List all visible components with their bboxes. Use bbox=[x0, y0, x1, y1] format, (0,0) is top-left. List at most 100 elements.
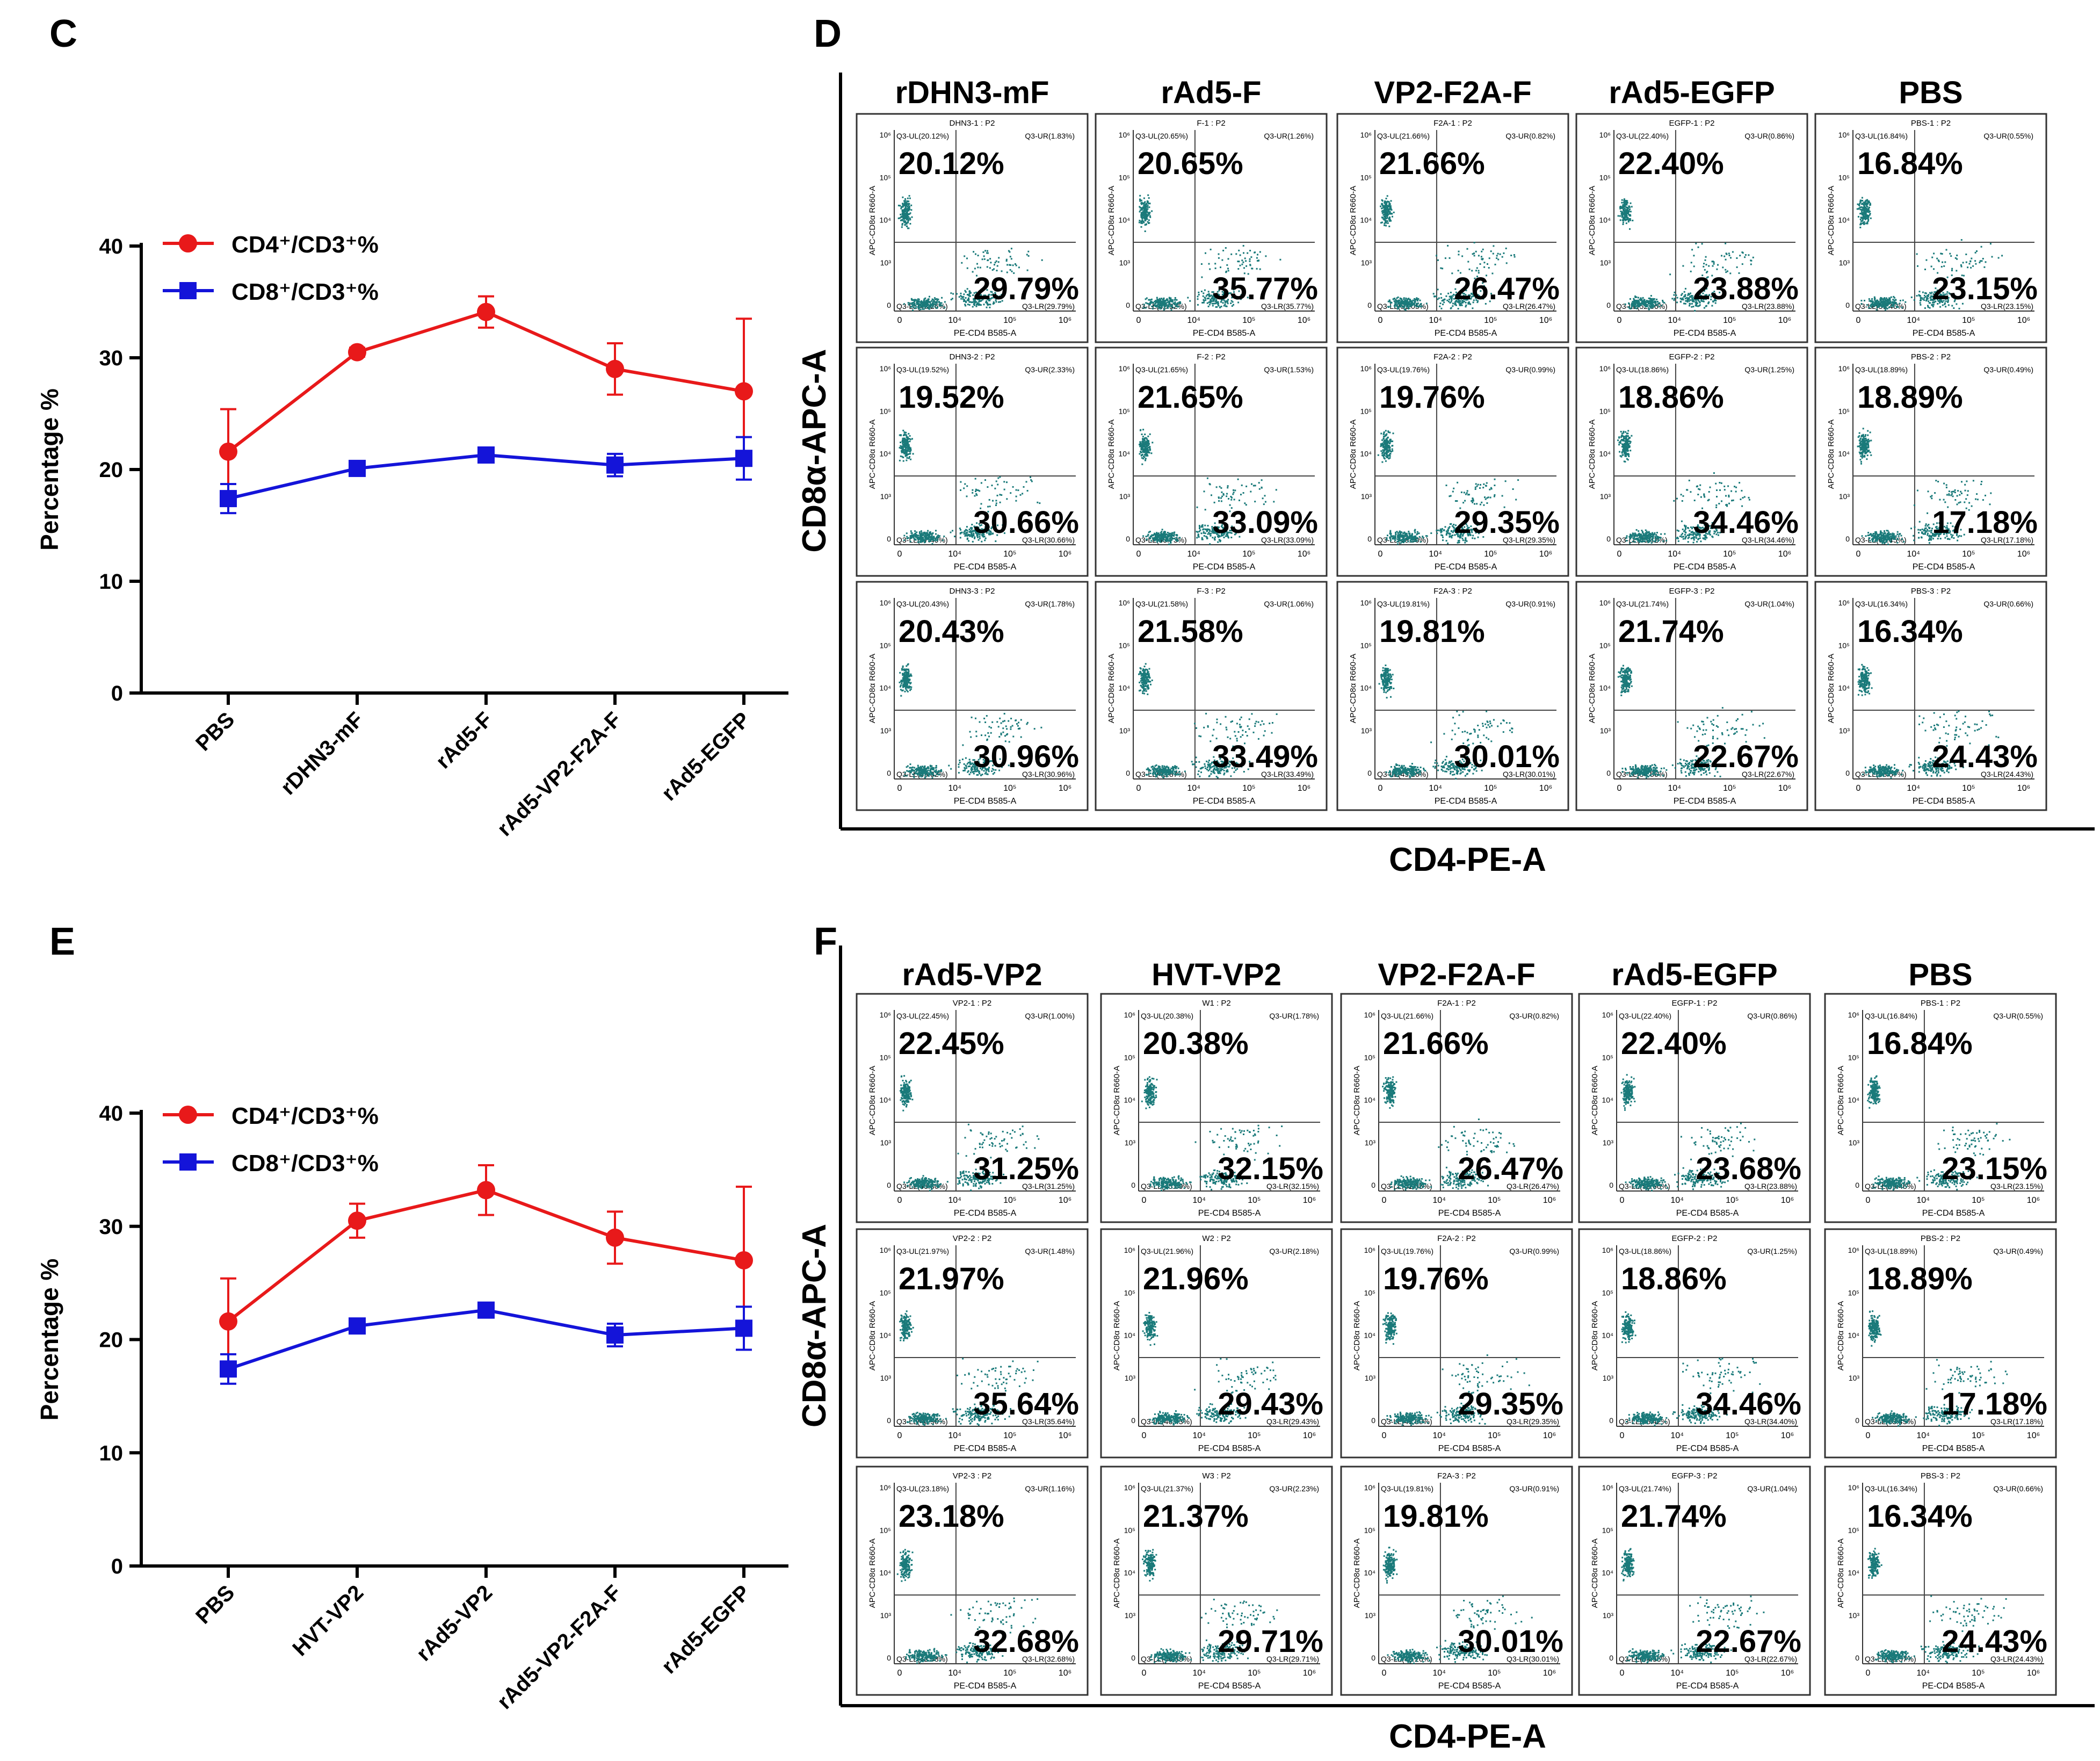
flow-dot bbox=[1386, 455, 1388, 457]
flow-dot bbox=[929, 308, 931, 310]
flow-dot bbox=[961, 262, 963, 264]
flow-dot bbox=[900, 219, 902, 221]
flow-dot bbox=[902, 429, 904, 431]
flow-dot bbox=[971, 532, 973, 535]
flow-plot-name: F2A-1 : P2 bbox=[1433, 119, 1472, 128]
flow-dot bbox=[1504, 480, 1507, 482]
flow-dot bbox=[1213, 299, 1215, 301]
flow-dot bbox=[1201, 302, 1204, 304]
flow-dot bbox=[1867, 211, 1869, 213]
flow-dot bbox=[1942, 261, 1944, 263]
flow-dot bbox=[1223, 305, 1225, 307]
flow-dot bbox=[1017, 489, 1019, 492]
flow-dot bbox=[1221, 491, 1223, 493]
flow-dot bbox=[1457, 481, 1459, 483]
flow-dot bbox=[1389, 539, 1392, 542]
flow-dot bbox=[1141, 203, 1143, 205]
flow-dot bbox=[933, 301, 936, 303]
flow-dot bbox=[1396, 306, 1398, 308]
y-tick-label: 0 bbox=[111, 682, 123, 705]
y-tick-label: 10⁴ bbox=[1118, 450, 1130, 458]
flow-dot bbox=[1211, 296, 1213, 298]
flow-dot bbox=[1145, 442, 1146, 444]
flow-dot bbox=[1204, 524, 1206, 526]
flow-dot bbox=[1884, 302, 1886, 305]
flow-dot bbox=[1147, 454, 1149, 457]
flow-dot bbox=[1901, 307, 1903, 308]
flow-dot bbox=[975, 488, 977, 490]
flow-dot bbox=[1448, 300, 1450, 302]
flow-dot bbox=[1141, 207, 1143, 209]
flow-dot bbox=[1487, 496, 1489, 499]
y-param-label: APC-CD8α R660-A bbox=[1349, 186, 1358, 256]
flow-dot bbox=[1139, 200, 1141, 202]
flow-dot bbox=[973, 302, 975, 304]
flow-dot bbox=[1386, 215, 1388, 217]
flow-dot bbox=[1623, 198, 1625, 200]
x-tick-label: 10⁴ bbox=[1187, 316, 1200, 325]
flow-dot bbox=[993, 301, 995, 303]
flow-dot bbox=[1149, 537, 1152, 539]
flow-dot bbox=[936, 301, 938, 303]
flow-dot bbox=[1258, 259, 1260, 262]
flow-dot bbox=[1866, 222, 1869, 225]
data-point bbox=[220, 1360, 237, 1378]
y-tick-label: 20 bbox=[99, 458, 124, 482]
flow-dot bbox=[1451, 297, 1453, 299]
flow-dot bbox=[1392, 432, 1394, 435]
flow-dot bbox=[1425, 302, 1428, 305]
quadrant-ul-stat: Q3-UL(20.12%) bbox=[896, 132, 949, 140]
flow-dot bbox=[1459, 294, 1461, 296]
flow-dot bbox=[1216, 306, 1218, 308]
flow-dot bbox=[1238, 249, 1240, 251]
flow-dot bbox=[1861, 208, 1863, 211]
flow-dot bbox=[1144, 230, 1146, 232]
flow-dot bbox=[1010, 492, 1012, 494]
flow-dot bbox=[983, 295, 985, 298]
flow-dot bbox=[1215, 306, 1217, 308]
flow-dot bbox=[1250, 490, 1252, 493]
x-param-label: PE-CD4 B585-A bbox=[1674, 329, 1736, 338]
flow-dot bbox=[1394, 306, 1396, 308]
flow-dot bbox=[968, 540, 969, 542]
flow-dot bbox=[1143, 456, 1145, 458]
flow-dot bbox=[1637, 297, 1639, 299]
y-tick-label: 10³ bbox=[1600, 258, 1611, 267]
flow-dot bbox=[1176, 299, 1178, 301]
flow-dot bbox=[1450, 292, 1452, 293]
flow-dot bbox=[1006, 498, 1008, 500]
flow-dot bbox=[1164, 304, 1166, 306]
flow-dot bbox=[1381, 221, 1383, 223]
flow-dot bbox=[1197, 298, 1199, 300]
flow-dot bbox=[965, 291, 967, 293]
flow-dot bbox=[1870, 300, 1872, 302]
flow-dot bbox=[1000, 297, 1002, 299]
flow-dot bbox=[1440, 293, 1442, 295]
flow-dot bbox=[1217, 304, 1219, 306]
flow-dot bbox=[1380, 222, 1382, 224]
flow-dot bbox=[1388, 213, 1391, 215]
flow-dot bbox=[1013, 272, 1015, 274]
y-tick-label: 10³ bbox=[1839, 258, 1850, 267]
flow-dot bbox=[1396, 301, 1399, 302]
y-tick-label: 10³ bbox=[880, 258, 892, 267]
flow-dot bbox=[1920, 304, 1922, 306]
flow-dot bbox=[1142, 307, 1145, 309]
flow-dot bbox=[903, 214, 905, 216]
flow-dot bbox=[1030, 476, 1031, 478]
lower-right-percent: 33.09% bbox=[1212, 505, 1318, 540]
flow-dot bbox=[1693, 265, 1695, 268]
flow-dot bbox=[1924, 269, 1926, 270]
flow-dot bbox=[918, 300, 920, 302]
flow-dot bbox=[1205, 299, 1207, 301]
flow-dot bbox=[1406, 306, 1408, 308]
flow-dot bbox=[1006, 481, 1008, 483]
y-tick-label: 10⁵ bbox=[1360, 173, 1372, 182]
flow-dot bbox=[1381, 461, 1384, 463]
flow-dot bbox=[1414, 298, 1415, 300]
flow-dot bbox=[1386, 220, 1388, 222]
flow-dot bbox=[1015, 495, 1017, 497]
flow-dot bbox=[942, 539, 944, 542]
flow-dot bbox=[1382, 218, 1385, 220]
flow-dot bbox=[921, 305, 923, 307]
